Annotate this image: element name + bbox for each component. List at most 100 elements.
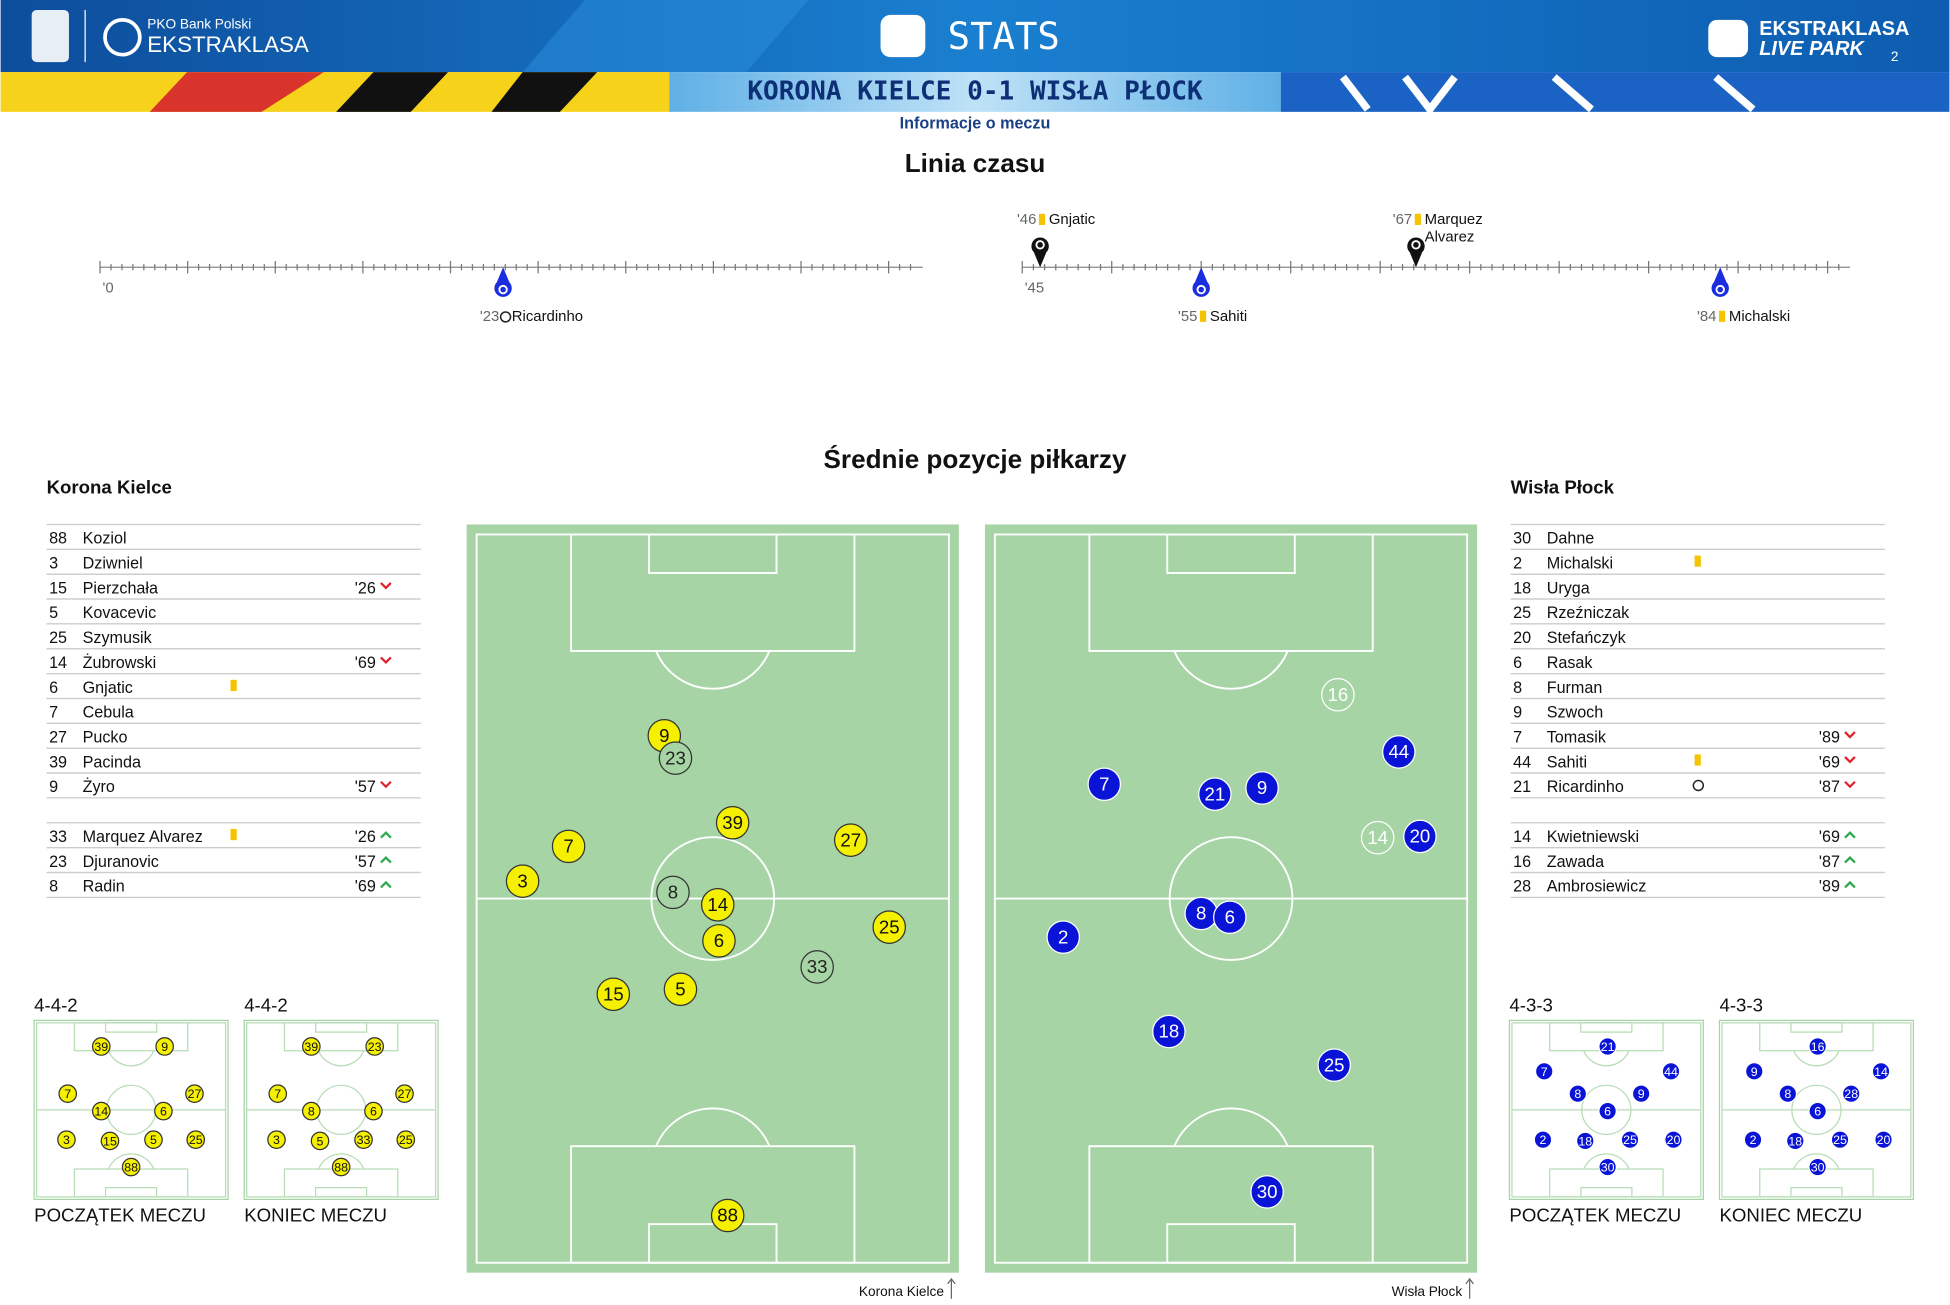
player-dot [702,924,736,958]
sub-minute: '87 [1819,778,1840,796]
player-name: Radin [83,878,125,896]
player-dot-number: 7 [563,836,573,857]
player-dot-number: 33 [807,956,828,977]
formation: 4-4-2 [34,995,77,1016]
half-label: '45 [1025,280,1044,296]
section-name: STATS [948,14,1060,58]
player-dot [833,823,868,857]
sub-arrow [380,780,392,789]
player-dot-number: 3 [273,1133,280,1147]
sub-arrow [1844,855,1856,864]
home-deco [336,72,449,112]
league-name: EKSTRAKLASA [147,32,309,57]
player-dot [1245,771,1279,805]
home-deco [149,72,324,112]
player-dot [301,1101,321,1121]
live-sub: LIVE PARK [1759,38,1865,60]
player-dot [596,977,631,1012]
pitch-line [648,1223,778,1264]
direction-arrow [947,1277,956,1285]
player-number: 14 [49,654,67,672]
player-name: Djuranovic [83,853,159,871]
player-dot-number: 25 [879,916,900,937]
sub-minute: '69 [355,878,376,896]
away-band [1280,72,1950,112]
stats-logo [880,14,926,58]
player-dot-number: 8 [668,882,678,903]
player-dot-number: 23 [368,1040,382,1054]
sub-minute: '89 [1819,729,1840,747]
player-number: 14 [1513,828,1531,846]
event-pin [494,267,512,297]
event-player: Gnjatic [1049,212,1096,228]
goal-icon [1692,779,1705,792]
player-number: 7 [1513,729,1522,747]
pitch-line [107,1153,155,1170]
player-dot [1317,1048,1351,1082]
player-dot-number: 20 [1410,826,1431,847]
player-dot-number: 88 [717,1205,738,1226]
formation: 4-3-3 [1719,995,1762,1016]
player-dot-number: 30 [1257,1181,1278,1202]
player-name: Dahne [1547,530,1595,548]
pin-dot [1411,240,1421,250]
player-dot [186,1130,206,1150]
player-dot [395,1084,414,1104]
player-dot-number: 3 [517,870,527,891]
player-dot [154,1101,173,1121]
sub-arrow [1844,780,1856,789]
player-dot-number: 7 [1099,773,1109,794]
player-dot-number: 9 [1751,1065,1758,1079]
player-dot-number: 9 [1257,777,1267,798]
pitch-line [1173,650,1289,690]
player-dot [1534,1062,1554,1081]
player-name: Uryga [1547,579,1590,597]
event-player: Sahiti [1210,309,1247,325]
player-dot-number: 39 [722,812,743,833]
player-dot-number: 88 [334,1161,348,1175]
sub-minute: '89 [1819,878,1840,896]
player-dot-number: 8 [1574,1087,1581,1101]
player-dot-number: 14 [707,894,728,915]
player-dot-number: 15 [603,983,624,1004]
player-dot-number: 7 [274,1087,281,1101]
formation-label: KONIEC MECZU [1719,1205,1862,1226]
goal-icon [499,311,512,323]
live-logo [1708,19,1749,58]
formation: 4-3-3 [1509,995,1552,1016]
player-dot-number: 88 [124,1161,138,1175]
sub-arrow [380,880,392,889]
player-dot [1598,1157,1617,1177]
player-dot-number: 5 [317,1134,324,1148]
player-name: Zawada [1547,853,1604,871]
player-number: 8 [49,878,58,896]
player-dot [267,1130,286,1150]
sub-minute: '87 [1819,853,1840,871]
live-brand: EKSTRAKLASA [1759,18,1909,40]
pitch-line [1583,1153,1630,1170]
league-logo [103,18,142,57]
card-icon [1038,213,1046,225]
player-name: Pacinda [83,753,141,771]
player-dot [121,1157,141,1177]
timeline-title: Linia czasu [905,148,1046,178]
header-deco [522,0,809,73]
player-dot-number: 25 [1324,1054,1345,1075]
player-name: Szwoch [1547,704,1604,722]
player-dot-number: 30 [1811,1161,1825,1175]
pitch-line [655,650,771,690]
player-dot [1598,1037,1617,1056]
player-name: Kovacevic [83,604,157,622]
sub-arrow [1844,831,1856,839]
player-number: 6 [1513,654,1522,672]
player-name: Tomasik [1547,729,1607,747]
player-number: 30 [1513,530,1531,548]
player-number: 18 [1513,579,1531,597]
sub-minute: '57 [355,853,376,871]
player-dot [1533,1130,1553,1150]
player-dot [301,1037,321,1056]
player-dot [1382,735,1416,769]
pitch-line [315,1187,368,1198]
pitch-line [1790,1022,1843,1033]
player-dot [155,1037,174,1056]
